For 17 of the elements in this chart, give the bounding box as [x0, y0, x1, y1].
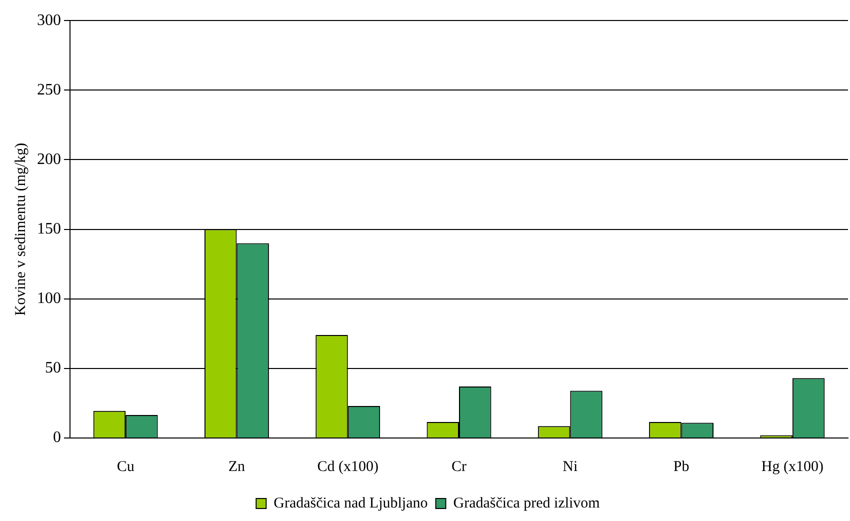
y-axis-title: Kovine v sedimentu (mg/kg)	[12, 142, 29, 316]
x-tick-label: Pb	[673, 458, 690, 475]
y-tick-label: 100	[37, 290, 61, 308]
legend-label: Gradaščica nad Ljubljano	[274, 495, 428, 512]
legend-label: Gradaščica pred izlivom	[453, 495, 600, 512]
y-tick-label: 300	[37, 12, 61, 29]
x-tick-label: Cr	[452, 458, 467, 475]
y-tick-label: 0	[53, 429, 61, 446]
y-tick-label: 50	[45, 360, 61, 377]
x-tick-label: Hg (x100)	[761, 458, 824, 475]
x-tick-label: Ni	[562, 458, 578, 475]
x-tick-label: Cd (x100)	[317, 458, 378, 475]
y-tick-label: 250	[37, 81, 61, 98]
y-tick-label: 200	[37, 150, 61, 168]
x-tick-label: Cu	[116, 458, 135, 475]
x-tick-label: Zn	[228, 458, 246, 475]
y-tick-label: 150	[37, 220, 61, 238]
